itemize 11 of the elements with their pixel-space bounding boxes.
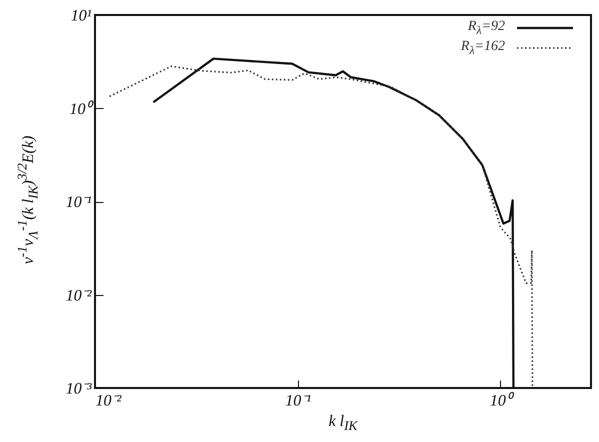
legend-label: R$_{λ}$=92 [468,19,505,37]
y-tick-label: 10⁻³ [66,380,92,398]
x-tick-label: 10⁰ [490,392,515,410]
x-tick-label: 10⁻¹ [285,392,312,410]
y-tick-label: 10¹ [70,8,92,24]
y-tick-label: 10⁻² [66,287,93,304]
x-tick-label: 10⁻² [96,392,122,410]
y-tick-label: 10⁻¹ [66,194,92,211]
legend-label: R$_{λ}$=162 [460,39,505,57]
x-axis-title: k l$_{IK}$ [328,413,358,434]
y-tick-label: 10⁰ [70,100,94,118]
